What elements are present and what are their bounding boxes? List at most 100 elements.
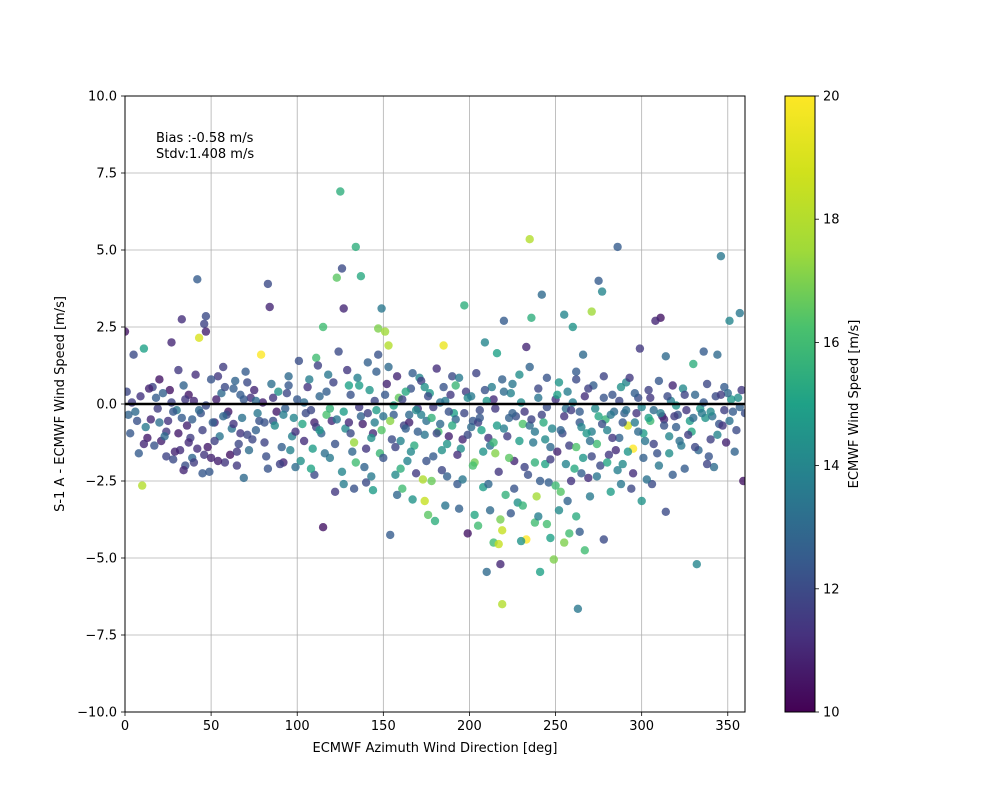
scatter-point xyxy=(200,450,209,459)
scatter-point xyxy=(680,464,689,473)
scatter-point xyxy=(718,421,727,430)
x-axis-label: ECMWF Azimuth Wind Direction [deg] xyxy=(313,741,558,756)
scatter-point xyxy=(561,459,571,469)
colorbar-tick-label: 16 xyxy=(823,336,840,351)
scatter-point xyxy=(522,342,531,352)
x-tick-label: 0 xyxy=(121,719,129,734)
scatter-point xyxy=(735,308,744,318)
scatter-point xyxy=(651,316,660,325)
x-tick-label: 50 xyxy=(203,719,220,734)
x-tick-label: 100 xyxy=(285,719,310,734)
scatter-point xyxy=(716,390,726,399)
scatter-point xyxy=(487,382,496,392)
scatter-point xyxy=(659,421,669,430)
scatter-point xyxy=(234,439,243,449)
scatter-point xyxy=(578,350,588,359)
scatter-point xyxy=(408,495,417,504)
scatter-point xyxy=(587,307,596,316)
scatter-point xyxy=(167,338,176,347)
scatter-point xyxy=(143,433,152,443)
scatter-point xyxy=(146,415,155,424)
scatter-point xyxy=(313,361,323,370)
scatter-point xyxy=(671,422,681,432)
scatter-point xyxy=(553,447,562,456)
scatter-point xyxy=(575,407,584,416)
scatter-point xyxy=(174,365,183,375)
scatter-point xyxy=(356,272,366,281)
scatter-point xyxy=(508,379,517,389)
scatter-point xyxy=(365,385,374,395)
scatter-point xyxy=(387,435,397,444)
scatter-point xyxy=(153,404,162,413)
scatter-point xyxy=(423,510,433,520)
scatter-point xyxy=(346,429,355,438)
scatter-point xyxy=(367,472,376,481)
scatter-point xyxy=(219,362,228,372)
scatter-point xyxy=(534,512,543,521)
scatter-point xyxy=(534,384,543,393)
scatter-point xyxy=(351,458,360,467)
scatter-point xyxy=(263,464,273,473)
scatter-point xyxy=(704,452,713,461)
y-tick-label: 2.5 xyxy=(96,321,117,336)
scatter-point xyxy=(125,327,130,336)
scatter-point xyxy=(239,473,248,483)
scatter-point xyxy=(353,373,362,382)
y-axis-ticks: −10.0 −7.5 −5.0 −2.5 0.0 2.5 5.0 7.5 10.0 xyxy=(77,90,125,721)
scatter-point xyxy=(498,375,507,384)
scatter-point xyxy=(256,350,266,359)
scatter-point xyxy=(141,422,150,432)
scatter-point xyxy=(329,378,338,387)
scatter-point xyxy=(568,322,577,332)
scatter-point xyxy=(403,456,412,466)
scatter-point xyxy=(494,467,503,476)
scatter-point xyxy=(499,316,509,325)
scatter-point xyxy=(566,476,576,486)
scatter-point xyxy=(518,501,527,510)
scatter-point xyxy=(201,312,211,321)
scatter-point xyxy=(298,419,307,429)
bias-annotation: Bias :-0.58 m/s xyxy=(156,131,254,146)
scatter-point xyxy=(189,458,199,467)
scatter-point xyxy=(568,398,577,407)
scatter-point xyxy=(151,393,161,402)
scatter-point xyxy=(427,476,436,486)
scatter-point xyxy=(689,359,698,369)
scatter-point xyxy=(232,461,242,470)
scatter-point xyxy=(623,447,633,456)
scatter-point xyxy=(606,487,615,496)
scatter-point xyxy=(616,382,626,392)
scatter-point xyxy=(198,469,207,478)
scatter-point xyxy=(191,370,200,379)
scatter-point xyxy=(401,424,410,433)
scatter-point xyxy=(728,407,738,416)
scatter-point xyxy=(537,410,546,419)
scatter-point xyxy=(644,413,653,423)
scatter-point xyxy=(515,370,524,379)
scatter-point xyxy=(556,426,565,435)
scatter-point xyxy=(420,496,429,506)
scatter-point xyxy=(405,410,414,419)
scatter-point xyxy=(572,512,581,521)
scatter-point xyxy=(649,439,658,449)
scatter-point xyxy=(155,375,164,384)
scatter-point xyxy=(411,469,421,478)
scatter-point xyxy=(150,441,159,450)
x-tick-label: 350 xyxy=(715,719,740,734)
scatter-point xyxy=(144,384,154,393)
scatter-point xyxy=(520,462,529,472)
scatter-point xyxy=(480,338,490,347)
scatter-point xyxy=(580,546,589,555)
scatter-point xyxy=(727,395,736,404)
scatter-point xyxy=(339,304,348,313)
scatter-point xyxy=(739,476,745,486)
scatter-point xyxy=(336,187,345,196)
scatter-point xyxy=(572,375,581,384)
scatter-point xyxy=(529,438,538,447)
scatter-point xyxy=(616,479,626,489)
scatter-point xyxy=(534,393,543,402)
scatter-point xyxy=(670,412,679,421)
colorbar-tick-label: 14 xyxy=(823,459,840,474)
scatter-point xyxy=(439,382,448,392)
scatter-point xyxy=(391,442,400,452)
